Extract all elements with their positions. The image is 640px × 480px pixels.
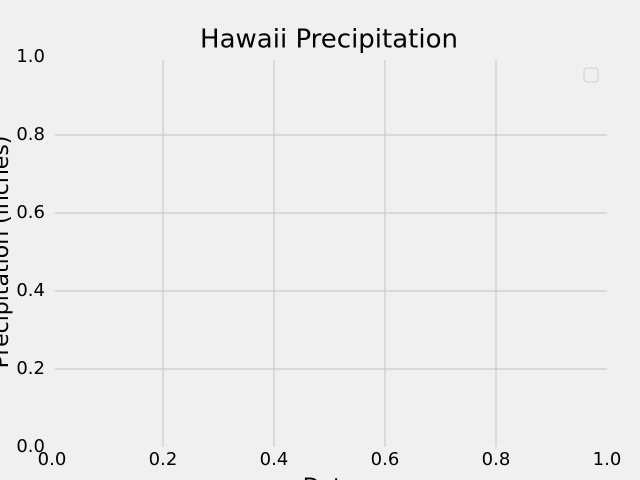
y-tick-label: 0.2: [16, 358, 45, 379]
y-tick-label: 0.0: [16, 436, 45, 457]
y-tick-label: 0.6: [16, 202, 45, 223]
chart-title: Hawaii Precipitation: [200, 25, 458, 55]
x-tick-label: 0.6: [371, 449, 400, 470]
x-axis-label: Date: [303, 475, 356, 480]
y-tick-label: 1.0: [16, 46, 45, 67]
x-tick-label: 0.0: [38, 449, 67, 470]
legend-box: [583, 67, 599, 83]
y-tick-label: 0.4: [16, 280, 45, 301]
x-tick-label: 0.2: [149, 449, 178, 470]
x-tick-label: 0.8: [482, 449, 511, 470]
x-tick-label: 1.0: [593, 449, 622, 470]
x-tick-label: 0.4: [260, 449, 289, 470]
y-tick-label: 0.8: [16, 124, 45, 145]
y-axis-label: Precipitation (inches): [0, 136, 14, 369]
